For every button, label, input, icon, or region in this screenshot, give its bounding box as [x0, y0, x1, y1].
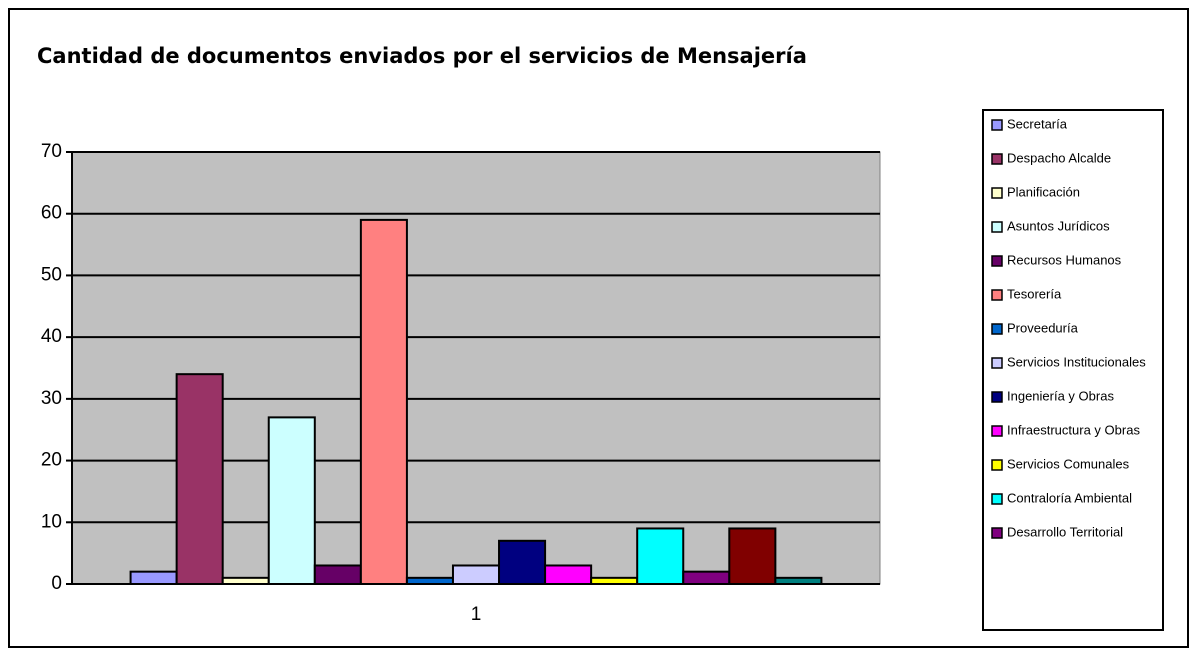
legend-label: Asuntos Jurídicos: [1007, 218, 1110, 233]
y-tick-label: 40: [41, 326, 62, 347]
bar: [682, 570, 731, 586]
legend-swatch: [991, 357, 1003, 369]
legend-swatch: [991, 391, 1003, 403]
bar: [221, 576, 270, 585]
legend-label: Secretaría: [1007, 116, 1068, 131]
legend-label: Recursos Humanos: [1007, 252, 1122, 267]
legend-label: Proveeduría: [1007, 320, 1079, 335]
legend-swatch: [991, 187, 1003, 199]
bar: [267, 416, 316, 585]
bar: [175, 373, 224, 585]
y-tick-label: 30: [41, 388, 62, 409]
legend-swatch: [991, 459, 1003, 471]
legend-swatch: [991, 255, 1003, 267]
x-tick-label: 1: [471, 604, 482, 625]
y-tick-label: 70: [41, 141, 62, 162]
y-tick-label: 20: [41, 450, 62, 471]
bar: [129, 570, 178, 586]
bar: [498, 539, 547, 585]
legend-swatch: [991, 323, 1003, 335]
y-tick-label: 60: [41, 203, 62, 224]
bar: [451, 564, 501, 586]
legend-swatch: [991, 527, 1003, 539]
bar: [774, 576, 823, 585]
bar: [636, 527, 685, 586]
legend-label: Planificación: [1007, 184, 1080, 199]
legend-label: Servicios Comunales: [1007, 456, 1130, 471]
bar: [544, 564, 593, 586]
bar: [359, 218, 408, 585]
legend-swatch: [991, 153, 1003, 165]
legend: [982, 109, 1164, 631]
y-tick-label: 0: [51, 573, 62, 594]
legend-label: Tesorería: [1007, 286, 1062, 301]
legend-swatch: [991, 493, 1003, 505]
bar: [313, 564, 362, 586]
legend-label: Ingeniería y Obras: [1007, 388, 1114, 403]
bar: [405, 576, 454, 585]
bar: [590, 576, 639, 585]
legend-label: Infraestructura y Obras: [1007, 422, 1140, 437]
legend-label: Contraloría Ambiental: [1007, 490, 1132, 505]
y-tick-label: 50: [41, 264, 62, 285]
legend-label: Desarrollo Territorial: [1007, 524, 1123, 539]
legend-swatch: [991, 221, 1003, 233]
bar: [728, 527, 777, 586]
chart-title: Cantidad de documentos enviados por el s…: [37, 44, 807, 68]
legend-swatch: [991, 289, 1003, 301]
legend-swatch: [991, 119, 1003, 131]
y-tick-label: 10: [41, 511, 62, 532]
legend-swatch: [991, 425, 1003, 437]
legend-label: Despacho Alcalde: [1007, 150, 1111, 165]
legend-label: Servicios Institucionales: [1007, 354, 1146, 369]
